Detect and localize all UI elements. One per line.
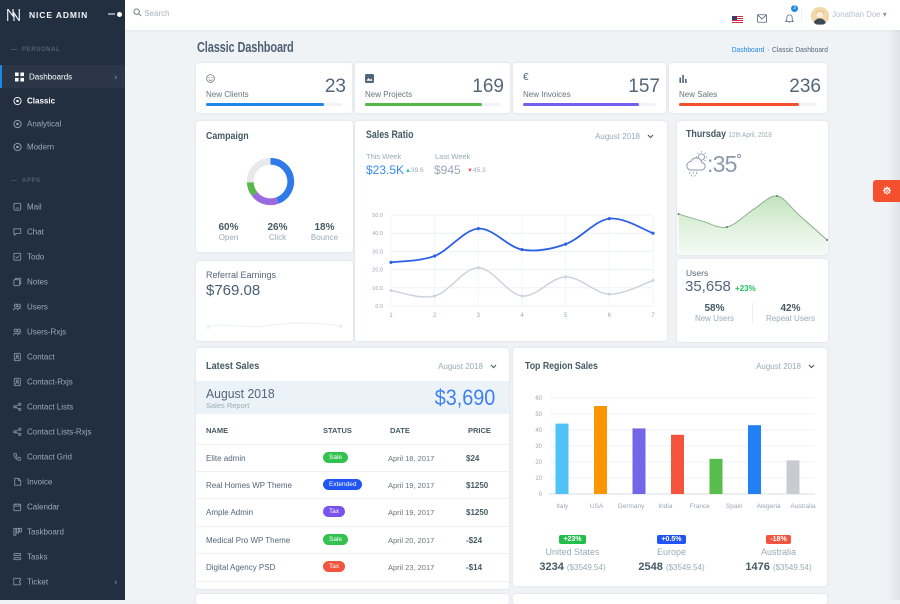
svg-text:Spain: Spain — [726, 503, 743, 510]
svg-text:30: 30 — [535, 444, 542, 450]
svg-text:30.0: 30.0 — [372, 249, 383, 255]
svg-text:10: 10 — [535, 476, 542, 482]
svg-text:20.0: 20.0 — [372, 268, 383, 274]
svg-text:Germany: Germany — [618, 503, 645, 510]
svg-text:Alegeria: Alegeria — [757, 503, 781, 510]
svg-text:6: 6 — [608, 313, 612, 319]
svg-text:50.0: 50.0 — [372, 213, 383, 219]
svg-text:50: 50 — [535, 412, 542, 418]
svg-text:5: 5 — [564, 313, 568, 319]
svg-text:4: 4 — [520, 313, 524, 319]
svg-text:India: India — [658, 503, 672, 510]
svg-text:40: 40 — [535, 428, 542, 434]
svg-text:Italy: Italy — [556, 503, 569, 510]
svg-text:20: 20 — [535, 460, 542, 466]
svg-text:0.0: 0.0 — [375, 304, 383, 310]
svg-text:10.0: 10.0 — [372, 286, 383, 292]
svg-text:Australia: Australia — [790, 503, 816, 510]
svg-text:7: 7 — [651, 313, 655, 319]
svg-text:0: 0 — [539, 492, 543, 498]
svg-text:France: France — [690, 503, 711, 510]
svg-text:3: 3 — [477, 313, 481, 319]
svg-text:USA: USA — [590, 503, 604, 510]
svg-text:40.0: 40.0 — [372, 231, 383, 237]
svg-text:60: 60 — [535, 396, 542, 402]
svg-text:2: 2 — [433, 313, 437, 319]
svg-text:1: 1 — [389, 313, 393, 319]
